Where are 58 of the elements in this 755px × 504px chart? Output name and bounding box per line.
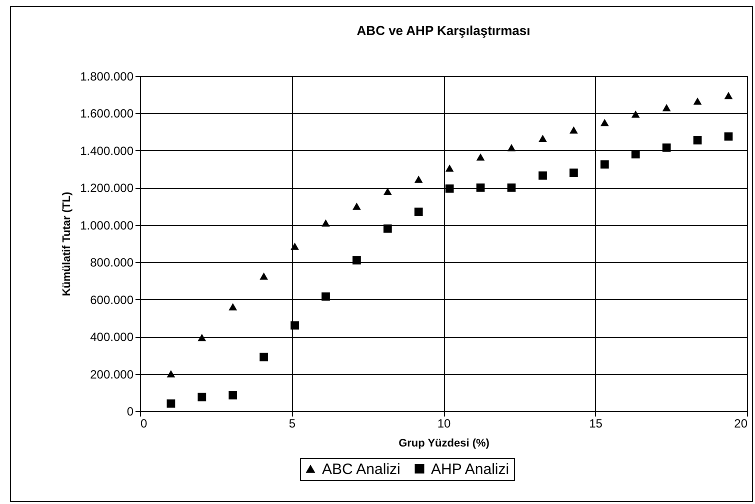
point — [352, 202, 361, 210]
point — [662, 104, 671, 112]
point — [166, 399, 176, 408]
chart-title: ABC ve AHP Karşılaştırması — [356, 23, 530, 38]
point — [538, 134, 547, 142]
y-tick-label: 600.000 — [90, 292, 134, 307]
point — [228, 391, 238, 400]
point — [631, 110, 640, 118]
point — [322, 292, 330, 301]
point — [228, 303, 238, 310]
y-tick-label: 400.000 — [90, 330, 134, 344]
point — [198, 392, 206, 402]
x-tick-label: 0 — [140, 416, 148, 430]
legend-label: ABC Analizi — [322, 460, 400, 478]
y-tick-label: 0 — [126, 404, 134, 418]
point — [600, 118, 609, 126]
legend-label: AHP Analizi — [431, 460, 510, 478]
point — [290, 321, 299, 330]
point — [166, 370, 176, 378]
point — [600, 160, 609, 169]
y-tick-label: 200.000 — [90, 367, 134, 382]
point — [507, 183, 516, 192]
point — [260, 272, 268, 280]
y-tick-label: 1.400.000 — [80, 144, 134, 158]
point — [631, 150, 640, 158]
point — [724, 92, 733, 100]
point — [445, 184, 454, 193]
point — [414, 176, 423, 183]
point — [476, 183, 485, 192]
x-axis-title: Grup Yüzdesi (%) — [398, 438, 490, 450]
point — [538, 171, 547, 180]
point — [693, 98, 702, 105]
x-tick-label: 10 — [437, 416, 451, 430]
point — [198, 334, 206, 342]
point — [724, 132, 733, 141]
point — [445, 164, 454, 172]
point — [476, 153, 485, 161]
y-tick-label: 1.200.000 — [80, 181, 134, 196]
y-tick-label: 800.000 — [90, 256, 134, 270]
point — [570, 126, 578, 134]
y-tick-label: 1.800.000 — [80, 70, 134, 84]
point — [570, 168, 578, 177]
y-axis-title: Kümülatif Tutar (TL) — [61, 192, 74, 296]
point — [507, 144, 516, 152]
point — [290, 242, 299, 250]
x-tick-label: 5 — [288, 416, 296, 430]
point — [383, 188, 392, 196]
point — [322, 219, 330, 227]
point — [383, 224, 392, 233]
point — [662, 143, 671, 152]
point — [414, 208, 423, 216]
y-tick-label: 1.000.000 — [80, 218, 134, 232]
point — [352, 256, 361, 264]
point — [693, 136, 702, 144]
x-tick-label: 20 — [734, 416, 748, 430]
y-tick-label: 1.600.000 — [80, 106, 134, 121]
x-tick-label: 15 — [589, 416, 603, 430]
point — [260, 352, 268, 362]
